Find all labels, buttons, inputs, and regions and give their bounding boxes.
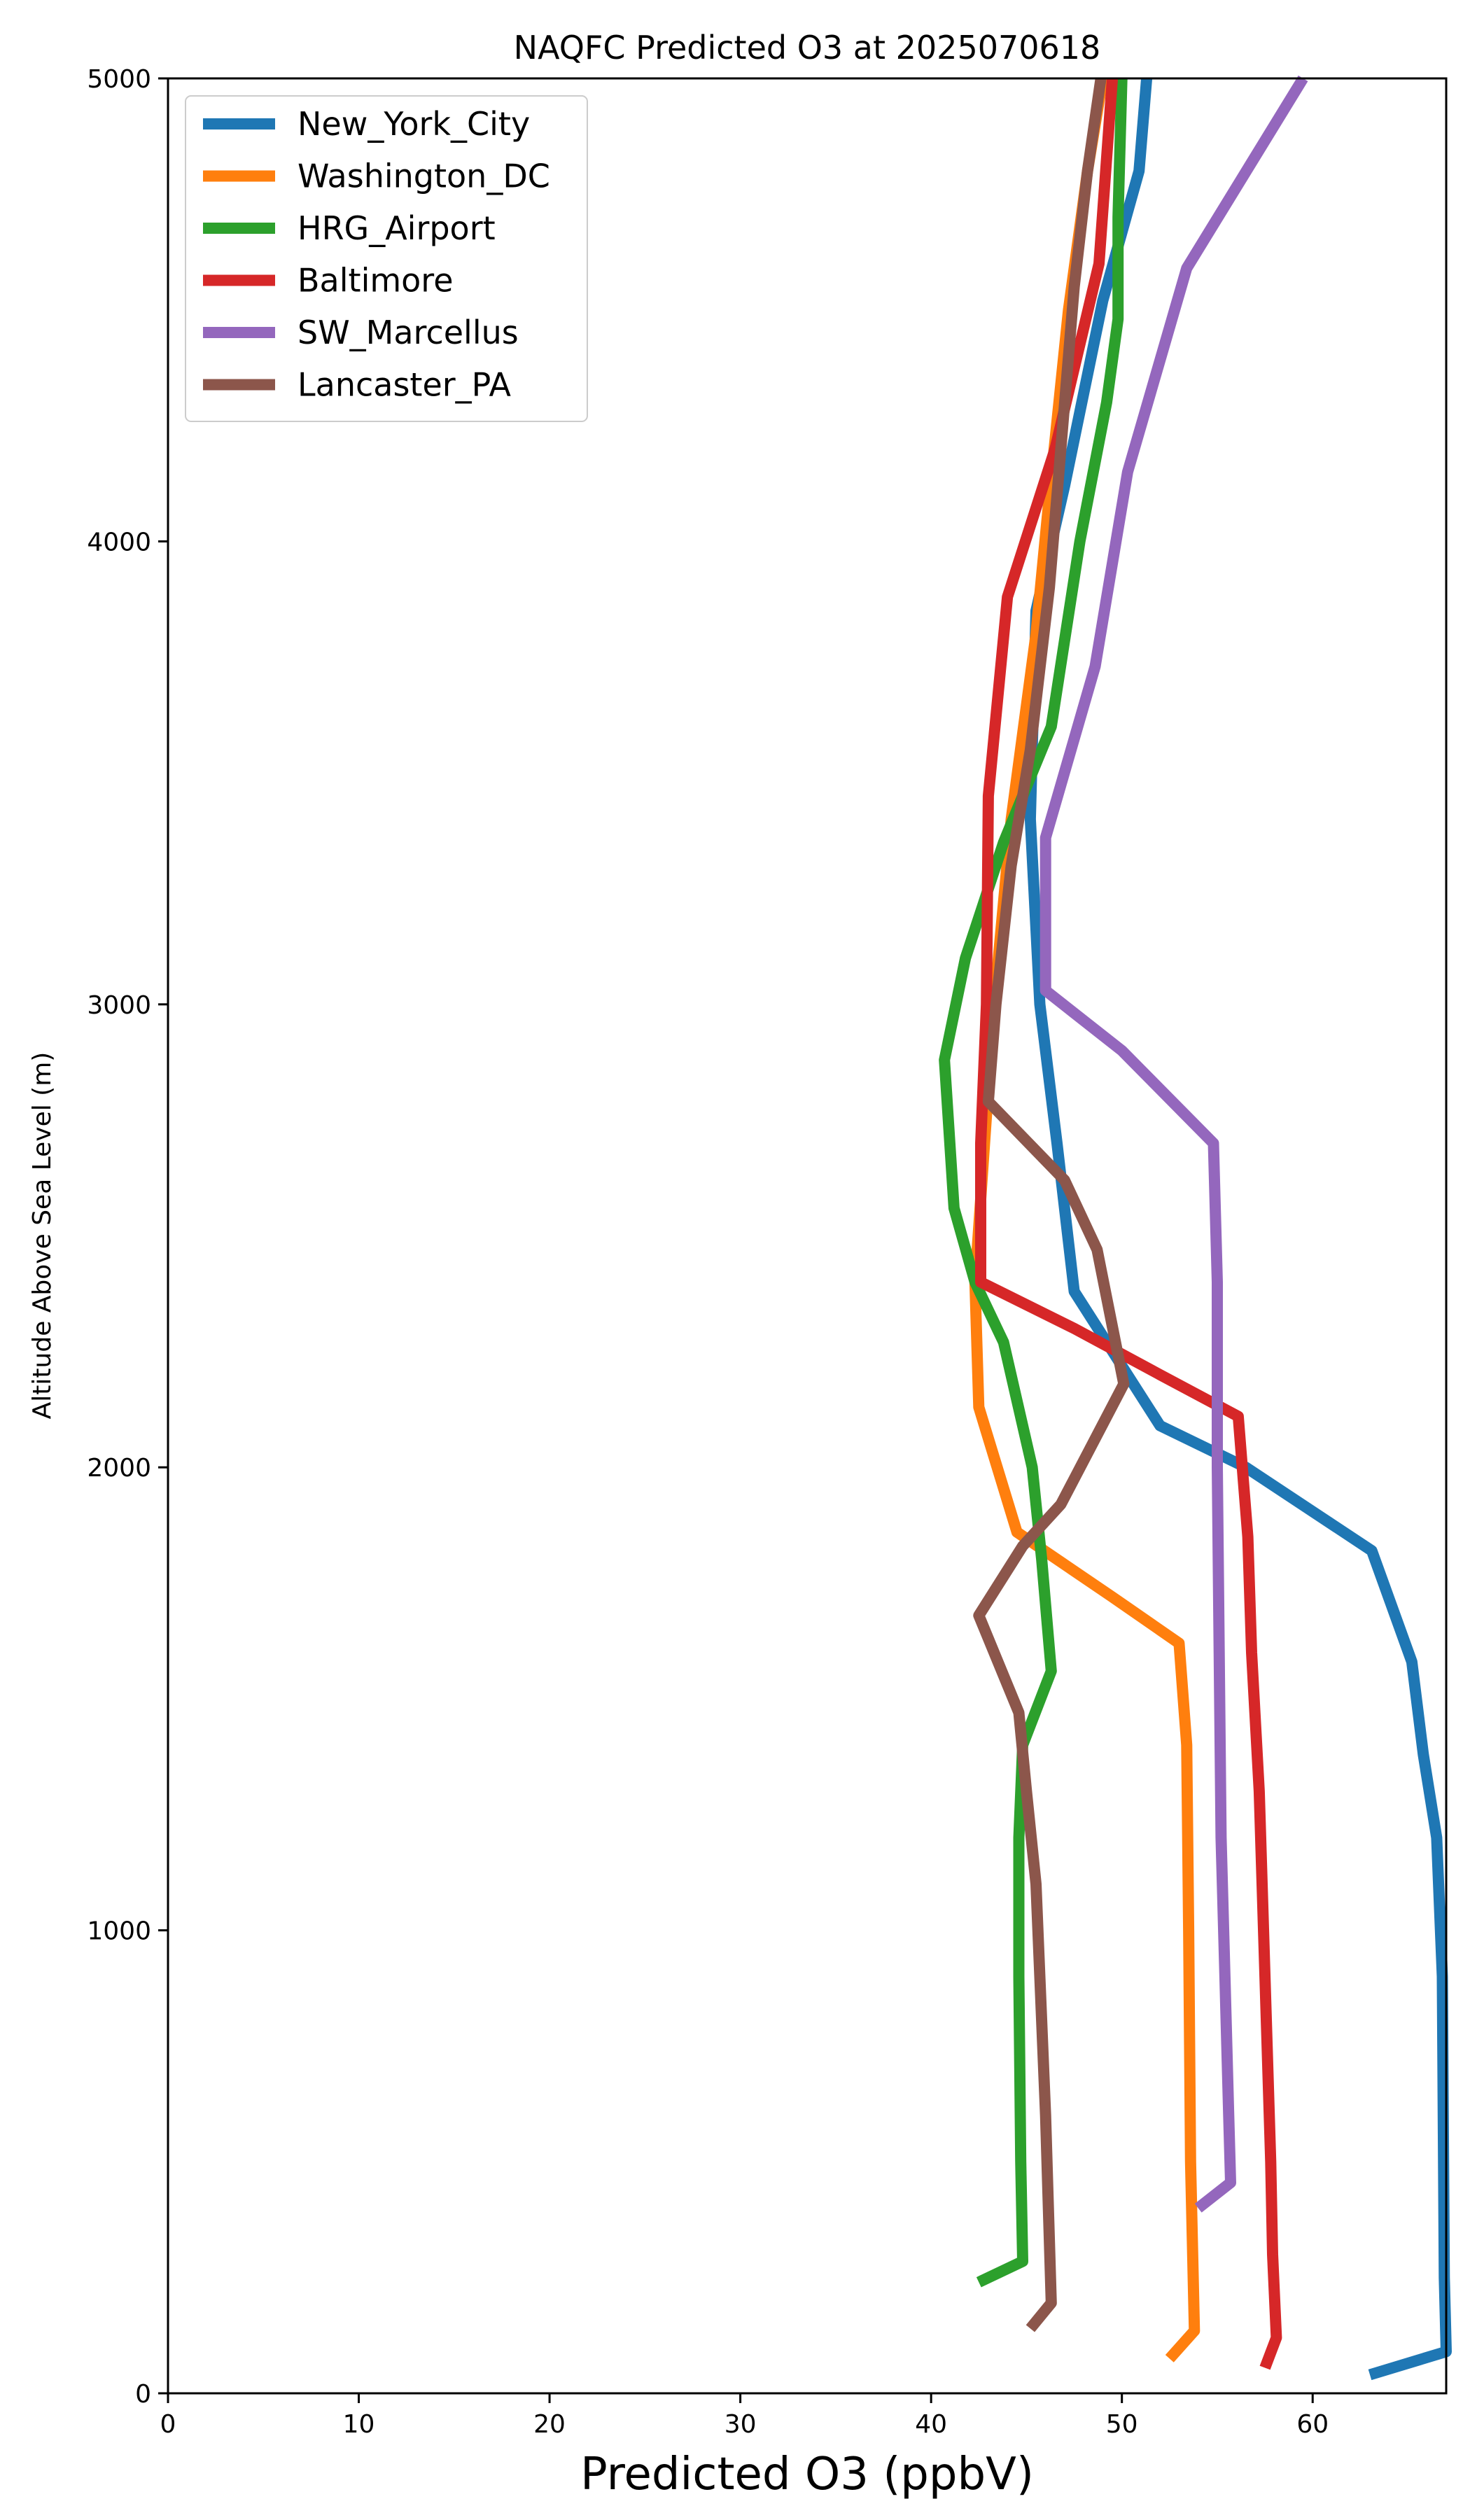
series-line-HRG_Airport [939,78,1128,2288]
y-tick-label: 0 [135,2380,151,2409]
x-tick-label: 0 [160,2410,176,2439]
y-tick-label: 5000 [87,65,151,94]
x-tick-label: 20 [533,2410,566,2439]
legend: New_York_City Washington_DC HRG_Airport Bal… [185,95,588,422]
series-line-New_York_City [1024,78,1452,2381]
y-axis-label: Altitude Above Sea Level (m) [28,1052,57,1420]
legend-label-Lancaster_PA: Lancaster_PA [298,366,511,404]
x-tick-label: 60 [1296,2410,1329,2439]
x-tick-label: 30 [724,2410,757,2439]
chart-title: NAQFC Predicted O3 at 2025070618 [514,29,1101,66]
series-layer [939,75,1452,2381]
legend-label-Washington_DC: Washington_DC [298,158,550,195]
x-tick-label: 50 [1106,2410,1138,2439]
y-tick-label: 3000 [87,991,151,1020]
series-line-Lancaster_PA [973,77,1130,2332]
x-tick-label: 10 [343,2410,375,2439]
y-tick-label: 1000 [87,1917,151,1946]
y-axis-ticks: 0 1000 2000 3000 4000 5000 [87,65,168,2409]
legend-label-New_York_City: New_York_City [298,105,530,143]
legend-label-SW_Marcellus: SW_Marcellus [298,314,519,351]
x-axis-ticks: 0 10 20 30 40 50 60 [160,2393,1329,2439]
plot-frame [167,77,1448,2395]
legend-label-Baltimore: Baltimore [298,262,454,300]
x-tick-label: 40 [915,2410,947,2439]
y-tick-label: 4000 [87,528,151,556]
x-axis-label: Predicted O3 (ppbV) [580,2449,1034,2500]
legend-box [185,95,588,422]
y-tick-label: 2000 [87,1454,151,1483]
series-line-Baltimore [975,78,1282,2370]
legend-label-HRG_Airport: HRG_Airport [298,209,496,247]
series-line-SW_Marcellus [1040,75,1308,2213]
